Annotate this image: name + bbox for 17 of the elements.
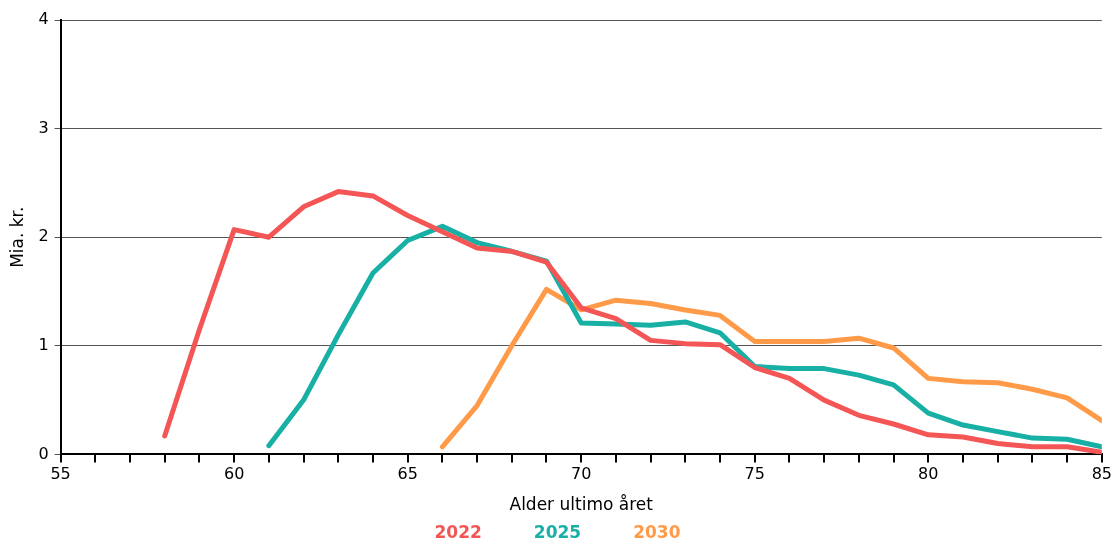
x-tick-label: 75 — [744, 464, 765, 484]
x-tick-label: 70 — [571, 464, 592, 484]
y-tick-label: 4 — [38, 9, 49, 29]
y-tick-label: 2 — [38, 226, 49, 246]
y-tick-label: 3 — [38, 117, 49, 137]
text: 2022 — [434, 522, 482, 542]
x-tick-label: 65 — [397, 464, 418, 484]
x-tick-label: 85 — [1091, 464, 1112, 484]
x-tick-label: 55 — [50, 464, 71, 484]
x-tick-label: 80 — [918, 464, 939, 484]
x-axis-title: Alder ultimo året — [509, 494, 654, 515]
y-axis-title: Mia. kr. — [6, 206, 27, 268]
y-tick-label: 0 — [38, 443, 49, 463]
text: 2025 — [533, 522, 582, 542]
y-tick-label: 1 — [38, 334, 49, 354]
text: 2030 — [633, 522, 681, 542]
x-tick-label: 60 — [223, 464, 245, 484]
